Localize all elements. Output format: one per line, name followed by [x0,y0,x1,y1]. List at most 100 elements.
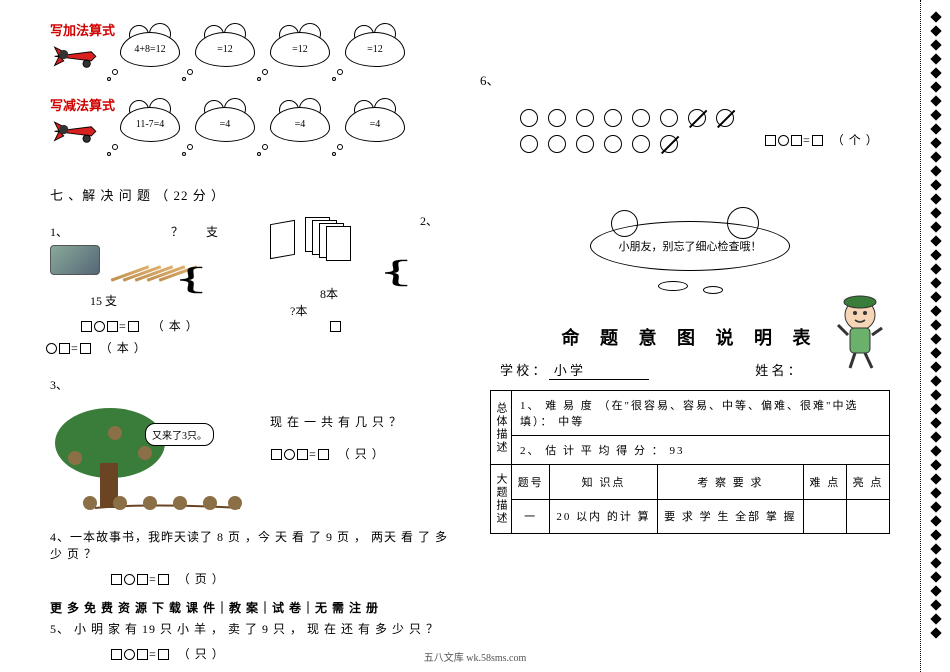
count-circle [604,109,622,127]
equation-blank: = （ 个 ） [764,131,879,148]
th-difficulty: 难 点 [803,465,846,500]
intent-table: 总体描述 1、 难 易 度 （在"很容易、容易、中等、偏难、很难"中选填）： 中… [490,390,890,534]
count-circle [576,135,594,153]
cloud-eq: =4 [270,107,340,152]
cell: 20 以内 的计 算 [550,499,658,534]
diamond-icon [930,417,941,428]
diamond-icon [930,67,941,78]
school-value: 小 学 [549,360,649,380]
diamond-icon [930,529,941,540]
check-cloud: 小朋友，别忘了细心检查哦！ [590,221,790,271]
diamond-icon [930,515,941,526]
diamond-icon [930,277,941,288]
p2-books: 8本 [320,285,450,302]
cloud-eq: =12 [270,32,340,77]
diamond-icon [930,333,941,344]
p4-text: 4、一本故事书，我昨天读了 8 页 ，今 天 看 了 9 页 ， 两天 看 了 … [50,528,450,562]
right-column: 6、 = （ 个 ） 小朋友，别忘了细心检查哦！ [460,0,920,672]
subtraction-row: 写减法算式 11-7=4 =4 =4 =4 [50,95,450,170]
name-label: 姓 名 ： [755,363,801,378]
rowhead-items: 大题描述 [491,465,512,534]
p1-qmark: ？ [171,225,183,239]
count-circle [660,135,678,153]
diamond-icon [930,501,941,512]
diamond-icon [930,375,941,386]
diamond-icon [930,53,941,64]
books-icon [270,212,350,262]
p1-num: 1、 [50,225,68,239]
equation-blank: = （ 本 ） [80,317,260,334]
cell: 要 求 学 生 全部 掌 握 [657,499,803,534]
diamond-icon [930,95,941,106]
pencil-box-icon [50,245,100,275]
p3-num: 3、 [50,376,450,393]
diamond-icon [930,235,941,246]
diamond-icon [930,599,941,610]
footer-text: 五八文库 wk.58sms.com [0,649,950,664]
count-circle [632,109,650,127]
diamond-icon [930,193,941,204]
cell [846,499,889,534]
diamond-icon [930,571,941,582]
diamond-icon [930,557,941,568]
th-num: 题号 [512,465,550,500]
cloud-eq: =12 [195,32,265,77]
equation-blank: = （ 页 ） [110,570,450,587]
diamond-icon [930,445,941,456]
cloud-eq: =12 [345,32,415,77]
worksheet-page: 写加法算式 4+8=12 =12 =12 =12 写减法算式 11-7=4 =4… [0,0,920,672]
count-circle [576,109,594,127]
diamond-icon [930,249,941,260]
addition-label: 写加法算式 [50,20,115,39]
diamond-icon [930,305,941,316]
p1-given: 15 支 [90,292,260,309]
th-highlight: 亮 点 [846,465,889,500]
diamond-icon [930,389,941,400]
addition-row: 写加法算式 4+8=12 =12 =12 =12 [50,20,450,95]
diamond-icon [930,165,941,176]
brace-icon: ︸ [339,259,381,287]
mascot-icon [830,290,890,370]
p1-unit: 支 [206,225,218,239]
diamond-icon [930,11,941,22]
diamond-icon [930,613,941,624]
circle-grid [520,109,734,161]
count-circle [688,109,706,127]
diamond-icon [930,291,941,302]
count-circle [716,109,734,127]
cloud-eq: =4 [195,107,265,152]
diamond-icon [930,543,941,554]
diamond-icon [930,25,941,36]
diamond-icon [930,221,941,232]
diamond-icon [930,179,941,190]
plane-icon [50,113,105,148]
p3-question: 现 在 一 共 有 几 只 ？ [270,413,402,430]
diamond-icon [930,459,941,470]
download-text: 更 多 免 费 资 源 下 载 课 件｜教 案｜试 卷｜无 需 注 册 [50,599,450,616]
avg-score-cell: 2、 估 计 平 均 得 分 ： 93 [512,436,890,465]
th-requirement: 考 察 要 求 [657,465,803,500]
diamond-icon [930,151,941,162]
school-label: 学 校 ： [500,363,546,378]
diamond-icon [930,207,941,218]
plane-icon [50,38,105,73]
cloud-eq: =4 [345,107,415,152]
rowhead-overall: 总体描述 [491,391,512,465]
diamond-icon [930,39,941,50]
problem-3: 3、 又来了3只。 现 在 一 共 有 [50,376,450,533]
count-circle [632,135,650,153]
count-circle [548,135,566,153]
diamond-icon [930,347,941,358]
brace-icon: ︸ [134,266,176,294]
speech-bubble: 又来了3只。 [145,423,214,446]
diamond-icon [930,263,941,274]
p5-text: 5、 小 明 家 有 19 只 小 羊 ， 卖 了 9 只 ， 现 在 还 有 … [50,620,450,637]
diamond-icon [930,81,941,92]
diamond-icon [930,123,941,134]
binding-decoration [920,0,950,672]
diamond-icon [930,109,941,120]
count-circle [548,109,566,127]
subtraction-label: 写减法算式 [50,95,115,114]
diamond-icon [930,403,941,414]
diamond-icon [930,137,941,148]
